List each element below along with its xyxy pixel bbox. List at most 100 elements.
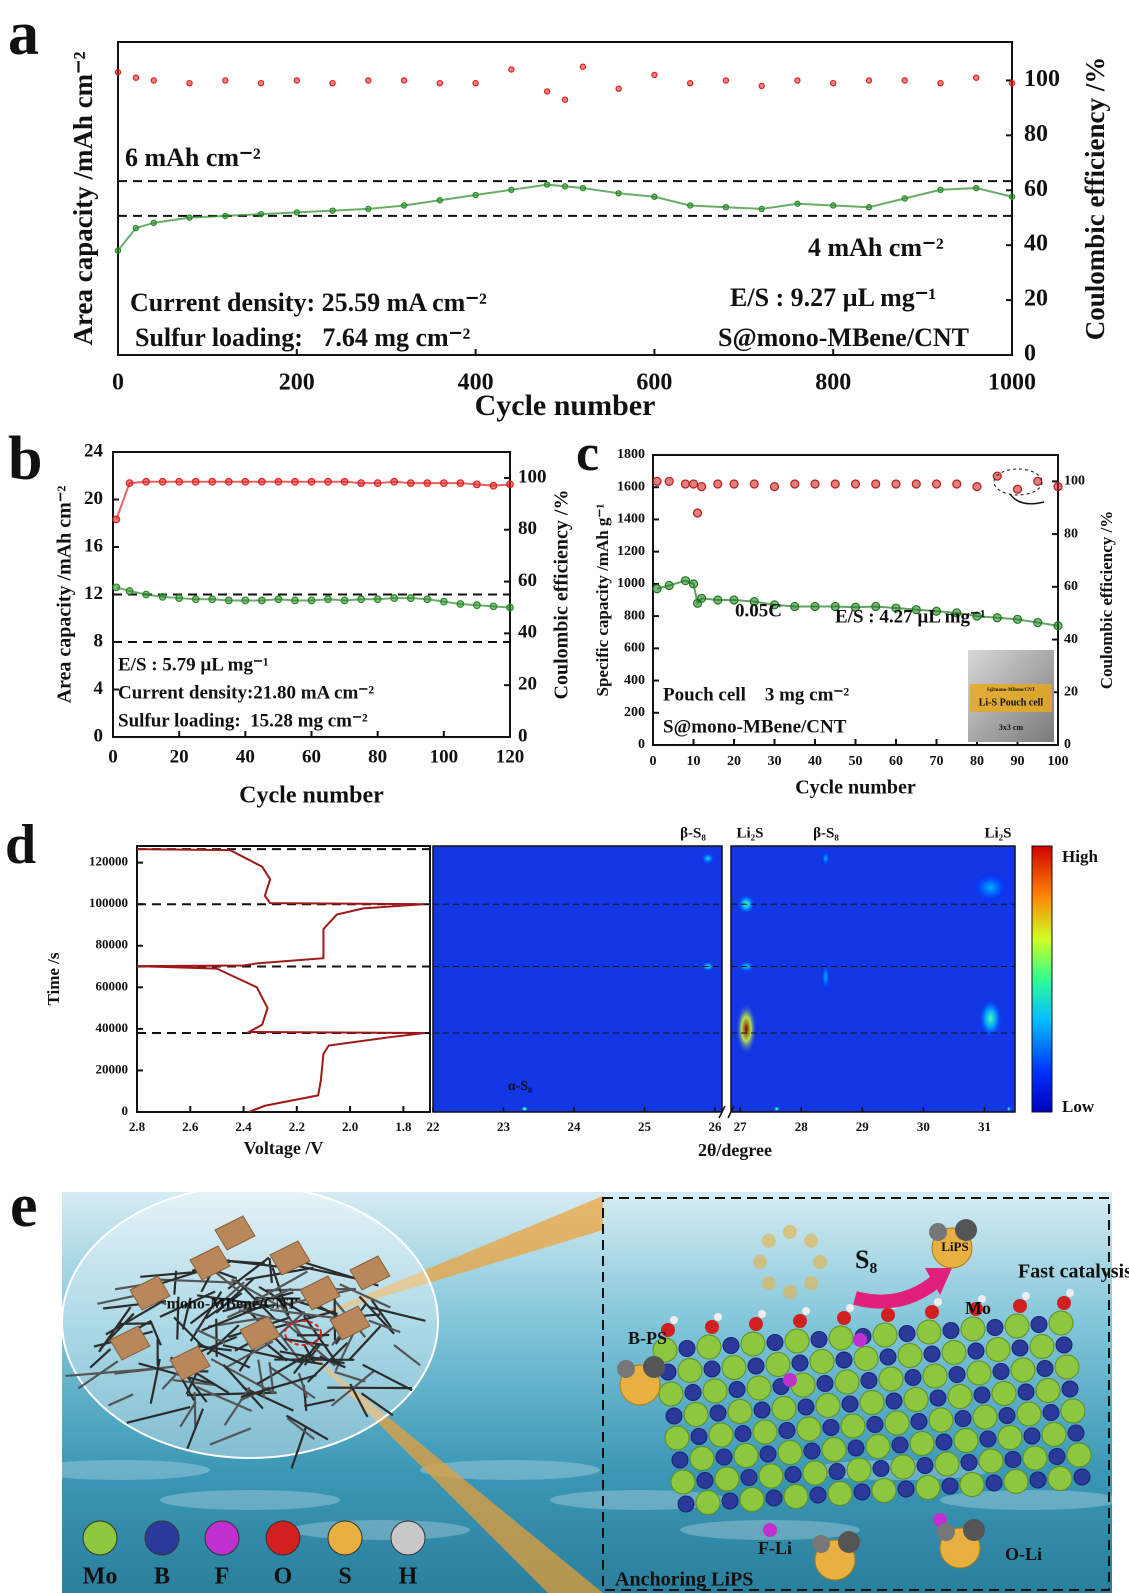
data-point [222, 77, 229, 84]
data-point [186, 214, 193, 221]
y-tick-label: 120000 [89, 854, 128, 869]
atom [740, 1331, 766, 1357]
atom [778, 1422, 796, 1439]
zoom-marker [284, 1320, 322, 1346]
diagram-label: O-Li [1005, 1544, 1042, 1564]
fiber [222, 1291, 294, 1313]
atom [714, 1466, 740, 1492]
y-tick-label: 400 [624, 673, 645, 688]
legend-label: O [274, 1564, 293, 1590]
data-point [508, 66, 515, 73]
peak-label: β-S₈ [680, 825, 706, 841]
data-point [365, 77, 372, 84]
data-point [931, 606, 942, 616]
data-point [579, 184, 587, 192]
atom [705, 1320, 719, 1334]
diagram-label: Fast catalysis [1018, 1261, 1129, 1283]
fiber [240, 1374, 317, 1399]
atom [728, 1381, 746, 1398]
atom [986, 1319, 1004, 1336]
data-point [357, 595, 366, 604]
fiber [270, 1308, 343, 1320]
atom [677, 1358, 703, 1383]
x-axis-label: 2θ/degree [698, 1140, 772, 1160]
atom [967, 1342, 985, 1360]
data-point [114, 247, 122, 254]
atom [771, 1396, 797, 1421]
data-point [830, 79, 837, 87]
annotation: Pouch cell 3 mg cm⁻² [663, 684, 849, 705]
atom [934, 1451, 960, 1477]
atom [815, 1393, 841, 1418]
diagram-label: Anchoring LiPS [615, 1569, 753, 1591]
heatmap [433, 846, 1015, 1112]
molecule [929, 1223, 947, 1241]
data-point [224, 596, 233, 605]
bubble-label: mono-MBene/CNT [167, 1296, 298, 1313]
atom [761, 1276, 776, 1291]
atom [979, 1430, 997, 1448]
fiber [149, 1320, 162, 1346]
data-point [810, 601, 820, 612]
atom [1029, 1334, 1055, 1359]
y-tick-label: 0 [122, 1103, 129, 1118]
data-point [664, 476, 674, 486]
y-tick-label: 1800 [617, 447, 645, 462]
data-point [142, 590, 150, 599]
data-point [952, 608, 962, 618]
fiber [195, 1328, 226, 1344]
data-point [456, 600, 465, 608]
fiber [278, 1332, 302, 1362]
data-point [132, 224, 140, 232]
atom [1066, 1442, 1092, 1468]
mbene-flake [214, 1215, 256, 1251]
atom [934, 1298, 942, 1306]
atom [840, 1413, 866, 1439]
data-point [937, 79, 944, 87]
legend-label: S [338, 1564, 351, 1590]
y2-tick-label: 0 [1024, 341, 1036, 367]
y2-tick-label: 80 [518, 518, 537, 539]
data-point [224, 477, 233, 486]
y-tick-label: 40000 [96, 1020, 129, 1035]
atom [721, 1355, 747, 1380]
y-axis-label: Time /s [44, 952, 63, 1005]
atom [835, 1351, 853, 1369]
atom [929, 1389, 947, 1407]
wave [160, 1490, 340, 1510]
x-tick-label: 100 [1048, 754, 1069, 769]
y2-tick-label: 20 [1024, 286, 1048, 312]
data-point [794, 77, 801, 84]
data-point [489, 602, 498, 611]
data-point [729, 595, 739, 605]
panel-letter: c [576, 425, 599, 482]
x-axis-label: Cycle number [239, 783, 384, 809]
data-point [992, 613, 1002, 623]
atom [915, 1475, 941, 1500]
data-point [652, 584, 662, 594]
atom [783, 1373, 797, 1387]
arrow [1009, 493, 1045, 505]
fiber [393, 1344, 421, 1367]
atom [714, 1313, 722, 1321]
data-point [158, 592, 167, 601]
atom [749, 1317, 763, 1331]
data-point [891, 603, 901, 613]
x-tick-label: 0 [108, 746, 118, 767]
atom [665, 1407, 683, 1425]
peak-label: Li₂S [736, 825, 763, 841]
atom [746, 1375, 772, 1401]
y2-tick-label: 20 [1064, 684, 1078, 699]
atom [859, 1390, 885, 1415]
y-tick-label: 100000 [89, 895, 128, 910]
fiber [272, 1310, 335, 1330]
fiber [181, 1297, 192, 1330]
x-tick-label: 10 [687, 754, 701, 769]
data-point [1008, 79, 1016, 87]
data-point [769, 600, 780, 610]
y2-tick-label: 40 [1024, 231, 1048, 257]
data-point [257, 596, 266, 605]
data-point [439, 597, 448, 606]
data-point [125, 587, 134, 595]
